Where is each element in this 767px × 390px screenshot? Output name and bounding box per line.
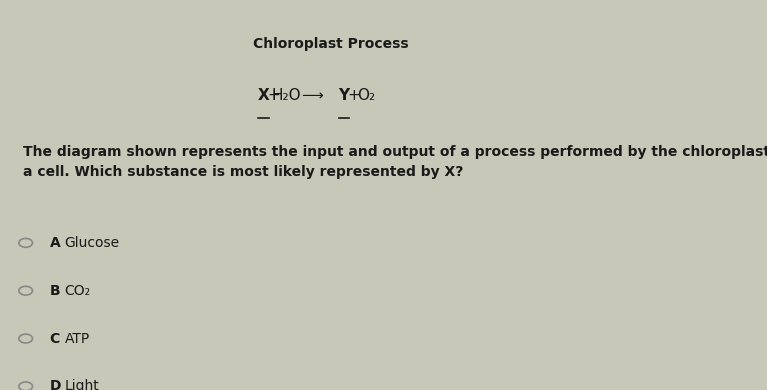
Text: +: + xyxy=(267,88,280,103)
Text: +: + xyxy=(347,88,360,103)
Text: Glucose: Glucose xyxy=(64,236,120,250)
Text: CO₂: CO₂ xyxy=(64,284,91,298)
Text: Y: Y xyxy=(338,88,349,103)
Text: ⟶: ⟶ xyxy=(301,88,324,103)
Text: Chloroplast Process: Chloroplast Process xyxy=(253,37,409,51)
Text: C: C xyxy=(50,332,60,346)
Text: D: D xyxy=(50,379,61,390)
Text: The diagram shown represents the input and output of a process performed by the : The diagram shown represents the input a… xyxy=(23,145,767,179)
Text: ATP: ATP xyxy=(64,332,90,346)
Text: O₂: O₂ xyxy=(357,88,375,103)
Text: X: X xyxy=(258,88,269,103)
Text: A: A xyxy=(50,236,61,250)
Text: Light: Light xyxy=(64,379,99,390)
Text: B: B xyxy=(50,284,61,298)
Text: H₂O: H₂O xyxy=(272,88,301,103)
